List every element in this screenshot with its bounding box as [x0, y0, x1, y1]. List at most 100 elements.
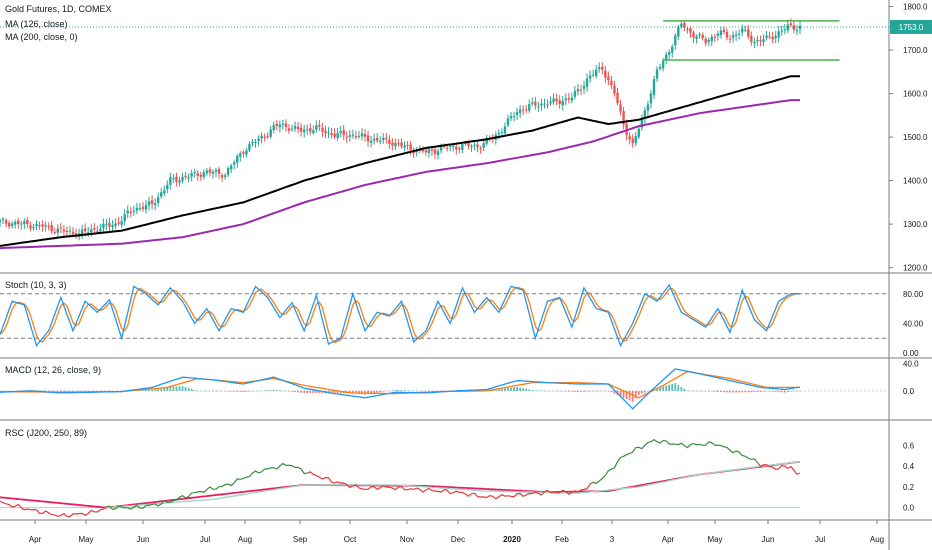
macd-histogram-bar	[151, 389, 153, 391]
candle-body	[348, 135, 352, 137]
candle-body	[610, 80, 613, 86]
macd-histogram-bar	[671, 384, 674, 391]
candle-body	[345, 136, 348, 138]
macd-histogram-bar	[732, 390, 734, 393]
candle-body	[394, 142, 397, 147]
macd-histogram-bar	[504, 388, 506, 391]
candle-body	[220, 175, 224, 178]
candle-body	[172, 177, 175, 179]
candle-body	[56, 228, 59, 233]
macd-histogram-bar	[640, 390, 643, 394]
candle-body	[579, 89, 583, 91]
macd-histogram-bar	[294, 390, 296, 393]
macd-histogram-bar	[62, 390, 65, 392]
candle-body	[71, 231, 75, 235]
stoch-axis-tick: 40.00	[903, 319, 924, 328]
macd-histogram-bar	[230, 390, 233, 392]
macd-histogram-bar	[275, 390, 278, 391]
macd-histogram-bar	[303, 390, 306, 394]
candle-body	[236, 155, 239, 163]
candle-body	[704, 38, 707, 44]
candle-body	[327, 132, 330, 134]
macd-histogram-bar	[181, 386, 184, 391]
macd-histogram-bar	[212, 390, 214, 392]
macd-histogram-bar	[385, 390, 388, 392]
time-axis-tick: May	[707, 535, 722, 544]
macd-histogram-bar	[561, 390, 564, 392]
macd-histogram-bar	[567, 390, 570, 392]
candle-body	[570, 97, 574, 101]
candle-body	[354, 135, 358, 138]
macd-histogram-bar	[221, 390, 223, 392]
macd-histogram-bar	[647, 390, 649, 392]
candle-body	[114, 223, 117, 226]
candle-body	[272, 125, 275, 130]
price-pane-title: Gold Futures, 1D, COMEX	[5, 4, 112, 14]
candle-body	[594, 69, 598, 76]
candle-body	[497, 132, 501, 135]
candle-body	[141, 206, 145, 210]
candle-body	[199, 174, 202, 177]
macd-histogram-bar	[78, 390, 80, 392]
macd-histogram-bar	[102, 390, 105, 392]
candle-body	[339, 131, 342, 134]
candle-body	[628, 136, 631, 140]
candle-body	[379, 140, 382, 142]
candle-body	[512, 116, 516, 118]
candle-body	[780, 30, 783, 32]
candle-body	[296, 126, 300, 130]
macd-histogram-bar	[53, 390, 56, 392]
macd-histogram-bar	[205, 390, 208, 392]
candle-body	[467, 142, 470, 147]
stoch-k-line	[0, 283, 800, 348]
macd-histogram-bar	[683, 388, 686, 391]
macd-histogram-bar	[254, 390, 257, 392]
candle-body	[576, 89, 580, 92]
macd-histogram-bar	[689, 390, 692, 392]
macd-histogram-bar	[175, 386, 178, 391]
macd-histogram-bar	[522, 388, 525, 391]
macd-axis-tick: 40.0	[903, 359, 919, 368]
macd-histogram-bar	[415, 390, 418, 392]
candle-body	[652, 79, 656, 95]
macd-histogram-bar	[789, 390, 792, 392]
candle-body	[777, 31, 780, 38]
candle-body	[342, 130, 345, 136]
macd-histogram-bar	[333, 390, 336, 394]
candle-body	[695, 36, 698, 39]
macd-histogram-bar	[570, 390, 573, 392]
candle-body	[765, 35, 768, 38]
macd-histogram-bar	[729, 390, 731, 393]
candle-body	[175, 176, 178, 182]
macd-histogram-bar	[236, 390, 239, 392]
macd-histogram-bar	[680, 386, 683, 391]
macd-histogram-bar	[759, 390, 762, 393]
last-price-badge	[890, 19, 932, 34]
macd-histogram-bar	[157, 388, 160, 391]
candle-body	[786, 24, 790, 31]
macd-histogram-bar	[358, 390, 360, 394]
candle-body	[719, 30, 723, 36]
macd-histogram-bar	[564, 390, 567, 392]
time-axis-tick: Aug	[870, 535, 884, 544]
candle-body	[62, 229, 66, 232]
candle-body	[485, 137, 488, 144]
macd-histogram-bar	[713, 390, 716, 392]
candle-body	[464, 142, 467, 144]
rsc-axis-tick: 0.0	[903, 504, 915, 513]
time-axis-tick: Jun	[762, 535, 775, 544]
macd-histogram-bar	[558, 390, 561, 392]
candle-body	[391, 142, 394, 146]
ma200-line	[0, 99, 800, 250]
candle-body	[622, 111, 625, 125]
candle-body	[789, 23, 793, 26]
macd-histogram-bar	[50, 390, 53, 392]
candle-body	[470, 146, 473, 148]
candle-body	[604, 70, 607, 78]
candle-body	[798, 25, 802, 29]
macd-histogram-bar	[540, 390, 543, 392]
candle-body	[646, 104, 650, 111]
candle-body	[47, 226, 50, 228]
candle-body	[269, 129, 272, 137]
